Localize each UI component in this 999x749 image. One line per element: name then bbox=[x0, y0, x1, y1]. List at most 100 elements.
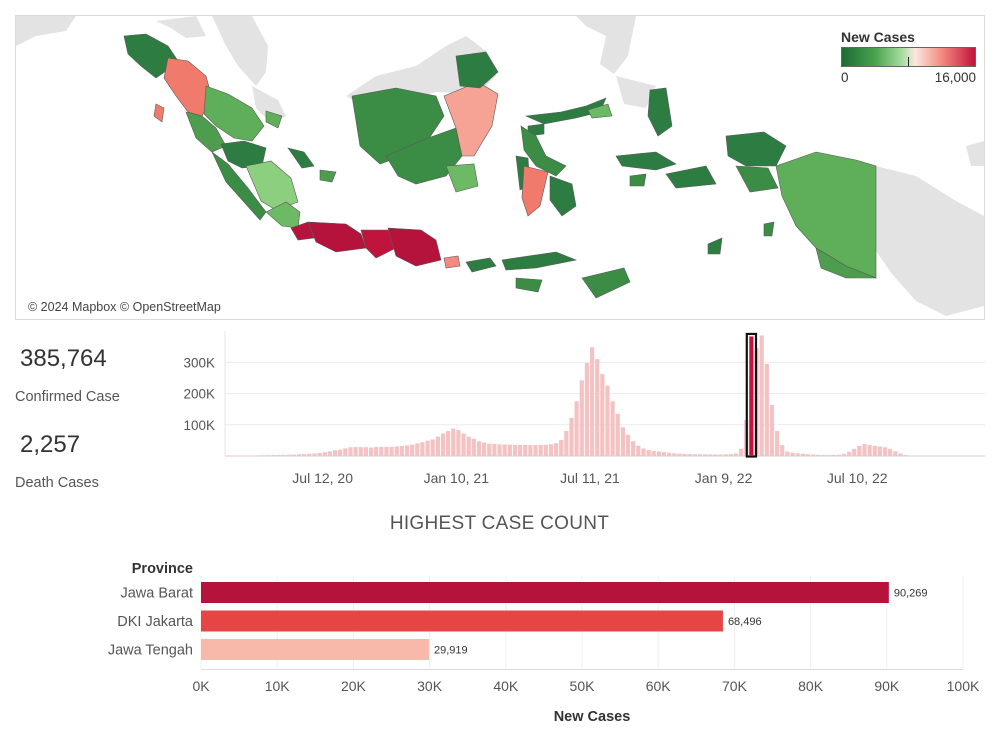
ts-bar[interactable] bbox=[816, 454, 821, 456]
ts-bar[interactable] bbox=[867, 444, 872, 456]
ts-bar[interactable] bbox=[461, 433, 466, 457]
ts-bar[interactable] bbox=[358, 447, 363, 456]
ts-bar[interactable] bbox=[852, 448, 857, 456]
ts-bar[interactable] bbox=[466, 436, 471, 456]
ts-bar[interactable] bbox=[656, 451, 661, 456]
ts-bar[interactable] bbox=[266, 455, 271, 456]
ts-bar[interactable] bbox=[739, 448, 744, 456]
ts-bar[interactable] bbox=[631, 441, 636, 456]
ts-bar[interactable] bbox=[661, 452, 667, 456]
ts-bar[interactable] bbox=[559, 440, 564, 456]
ts-bar[interactable] bbox=[605, 385, 610, 456]
province-bar[interactable] bbox=[201, 582, 889, 603]
ts-bar[interactable] bbox=[322, 452, 327, 456]
ts-bar[interactable] bbox=[651, 451, 656, 456]
ts-bar[interactable] bbox=[225, 455, 230, 457]
ts-bar[interactable] bbox=[435, 436, 440, 456]
ts-bar[interactable] bbox=[374, 447, 379, 456]
ts-bar[interactable] bbox=[857, 446, 862, 456]
ts-bar[interactable] bbox=[718, 454, 723, 457]
ts-bar[interactable] bbox=[723, 454, 728, 456]
ts-bar[interactable] bbox=[800, 453, 805, 456]
province-map[interactable]: © 2024 Mapbox © OpenStreetMap New Cases … bbox=[15, 15, 985, 320]
ts-bar[interactable] bbox=[327, 451, 333, 456]
ts-bar[interactable] bbox=[708, 454, 713, 456]
ts-bar[interactable] bbox=[471, 438, 476, 456]
ts-bar[interactable] bbox=[831, 455, 836, 456]
ts-bar[interactable] bbox=[543, 444, 548, 456]
ts-bar[interactable] bbox=[528, 444, 533, 456]
ts-bar[interactable] bbox=[595, 359, 600, 456]
ts-bar[interactable] bbox=[610, 401, 615, 456]
ts-bar[interactable] bbox=[810, 454, 816, 457]
ts-bar[interactable] bbox=[579, 380, 584, 456]
ts-bar[interactable] bbox=[281, 454, 286, 456]
ts-bar[interactable] bbox=[497, 444, 502, 456]
ts-bar[interactable] bbox=[667, 452, 672, 456]
ts-bar[interactable] bbox=[672, 453, 677, 456]
ts-bar[interactable] bbox=[250, 455, 255, 457]
ts-bar[interactable] bbox=[255, 455, 261, 456]
ts-bar[interactable] bbox=[517, 444, 523, 456]
ts-bar[interactable] bbox=[821, 455, 826, 456]
ts-bar[interactable] bbox=[564, 431, 569, 456]
ts-bar[interactable] bbox=[574, 401, 579, 456]
ts-bar[interactable] bbox=[764, 363, 769, 456]
ts-bar[interactable] bbox=[569, 417, 574, 456]
ts-bar[interactable] bbox=[790, 452, 795, 456]
ts-bar[interactable] bbox=[502, 444, 507, 457]
ts-bar[interactable] bbox=[384, 446, 389, 456]
ts-bar[interactable] bbox=[307, 453, 312, 456]
ts-bar[interactable] bbox=[399, 445, 404, 456]
ts-bar[interactable] bbox=[523, 444, 528, 456]
ts-bar[interactable] bbox=[332, 450, 338, 456]
ts-bar[interactable] bbox=[240, 455, 245, 457]
ts-bar[interactable] bbox=[482, 442, 487, 456]
ts-bar[interactable] bbox=[276, 454, 281, 456]
weekly-cases-chart[interactable]: 100K 200K 300K Jul 12, 20 Jan 10, 21 Jul 11, … bbox=[160, 325, 990, 495]
ts-bar[interactable] bbox=[785, 451, 790, 457]
ts-bar[interactable] bbox=[286, 454, 291, 456]
ts-bar[interactable] bbox=[512, 444, 518, 456]
ts-bar[interactable] bbox=[898, 453, 903, 457]
ts-bar[interactable] bbox=[625, 434, 631, 456]
ts-bar[interactable] bbox=[507, 444, 512, 456]
ts-bar[interactable] bbox=[646, 449, 651, 456]
ts-bar[interactable] bbox=[425, 440, 430, 456]
ts-bar[interactable] bbox=[682, 453, 687, 456]
ts-bar[interactable] bbox=[600, 374, 605, 456]
ts-bar[interactable] bbox=[317, 452, 322, 456]
ts-bar[interactable] bbox=[446, 431, 451, 456]
ts-bar[interactable] bbox=[697, 454, 703, 456]
ts-bar[interactable] bbox=[615, 413, 620, 456]
ts-bar[interactable] bbox=[862, 444, 867, 456]
ts-bar[interactable] bbox=[296, 454, 302, 456]
ts-bar[interactable] bbox=[584, 362, 590, 456]
ts-bar[interactable] bbox=[451, 428, 456, 457]
ts-bar[interactable] bbox=[759, 335, 764, 456]
province-bar-chart[interactable]: Province Jawa Barat 90,269 DKI Jakarta 68,49… bbox=[0, 550, 999, 745]
ts-bar[interactable] bbox=[394, 446, 399, 456]
ts-bar[interactable] bbox=[379, 447, 384, 456]
ts-bar[interactable] bbox=[291, 454, 297, 456]
ts-bar[interactable] bbox=[235, 455, 240, 457]
ts-bar[interactable] bbox=[456, 430, 461, 456]
ts-bar[interactable] bbox=[363, 447, 368, 456]
ts-highlight-bar[interactable] bbox=[749, 336, 754, 456]
ts-bar[interactable] bbox=[836, 454, 841, 456]
ts-bar[interactable] bbox=[703, 454, 708, 456]
province-bar[interactable] bbox=[201, 610, 723, 632]
ts-bar[interactable] bbox=[430, 439, 435, 456]
ts-bar[interactable] bbox=[404, 445, 410, 456]
ts-bar[interactable] bbox=[846, 451, 852, 456]
ts-bar[interactable] bbox=[903, 455, 908, 456]
ts-bar[interactable] bbox=[872, 445, 877, 456]
ts-bar[interactable] bbox=[343, 448, 348, 456]
ts-bar[interactable] bbox=[302, 454, 307, 456]
ts-bar[interactable] bbox=[841, 453, 847, 456]
ts-bar[interactable] bbox=[877, 446, 883, 456]
ts-bar[interactable] bbox=[774, 431, 780, 456]
ts-bar[interactable] bbox=[533, 444, 538, 456]
ts-bar[interactable] bbox=[487, 443, 492, 456]
ts-bar[interactable] bbox=[620, 427, 626, 456]
